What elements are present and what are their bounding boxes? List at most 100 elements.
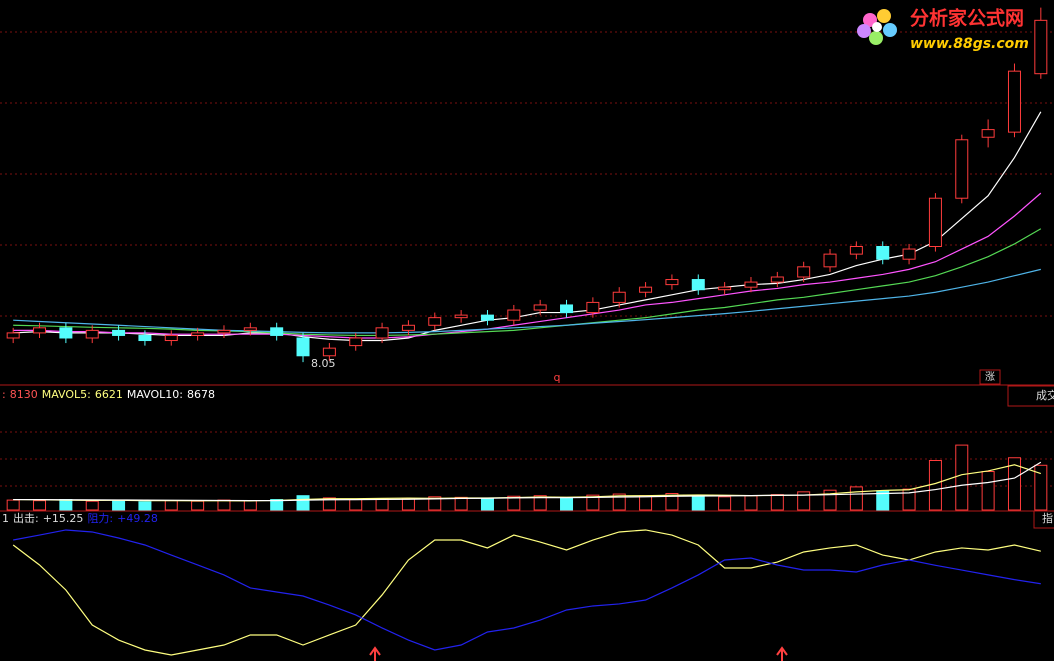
volume-bar [349, 499, 363, 511]
candle-body [375, 327, 389, 339]
candle-body [1034, 19, 1048, 75]
candle-body [138, 334, 152, 342]
candle-body [507, 309, 521, 321]
line [13, 268, 1041, 334]
candle-body [744, 281, 758, 288]
volume-bar [243, 500, 257, 511]
candle-body [770, 276, 784, 283]
volume-bar [138, 501, 152, 511]
candle-body [322, 347, 336, 357]
candle-body [849, 246, 863, 255]
legend-text: : [2, 388, 6, 401]
candle-body [665, 279, 679, 286]
volume-bar [560, 497, 574, 511]
candle-body [981, 129, 995, 138]
legend-text: MAVOL10: [127, 388, 183, 401]
candle-body [270, 327, 284, 336]
volume-bar [191, 500, 205, 511]
side-box [1007, 385, 1054, 407]
legend-text: 出击: [13, 511, 39, 525]
candle-body [85, 329, 99, 339]
volume-bar [322, 497, 336, 511]
candle-body [217, 329, 231, 334]
candle-body [112, 329, 126, 336]
candle-body [164, 334, 178, 342]
volume-bar [665, 493, 679, 511]
volume-bar [1007, 457, 1021, 511]
marker: q [554, 371, 561, 384]
volume-bar [1034, 464, 1048, 511]
legend-text: +49.28 [117, 512, 158, 525]
candle-body [928, 197, 942, 248]
candle-body [428, 317, 442, 326]
legend-text: +15.25 [43, 512, 84, 525]
candle-body [612, 291, 626, 303]
volume-bar [902, 488, 916, 511]
candle-body [955, 139, 969, 199]
volume-bar [112, 499, 126, 511]
candle-body [691, 279, 705, 291]
volume-bar [928, 460, 942, 511]
volume-bar [85, 500, 99, 511]
candle-body [454, 314, 468, 319]
low-label: 8.05 [311, 357, 336, 370]
marker: 涨 [985, 371, 995, 383]
candle-body [1007, 70, 1021, 133]
side-label: 指 [1042, 511, 1053, 525]
candle-body [560, 304, 574, 314]
candle-body [480, 314, 494, 321]
main-grid [0, 31, 1054, 487]
logo-url: www.88gs.com [910, 36, 1029, 52]
volume-bar [33, 500, 47, 511]
candle-body [876, 246, 890, 260]
signal-arrow [776, 646, 788, 661]
volume-bar [217, 499, 231, 511]
candle-body [296, 337, 310, 357]
line [13, 529, 1041, 651]
candle-body [59, 327, 73, 339]
logo-title: 分析家公式网 [910, 7, 1024, 30]
line [12, 529, 1041, 656]
legend-text: MAVOL5: [42, 388, 91, 401]
candle-body [639, 286, 653, 293]
line [13, 192, 1042, 339]
volume-bar [164, 500, 178, 511]
legend-text: 1 [2, 512, 9, 525]
line [13, 461, 1042, 502]
volume-bar [533, 495, 547, 511]
legend-text: 6621 [95, 388, 123, 401]
candle-body [902, 248, 916, 260]
volume-bar [428, 496, 442, 511]
candle-body [718, 286, 732, 291]
volume-bar [612, 493, 626, 511]
candle-body [243, 327, 257, 331]
line [13, 228, 1042, 337]
volume-bar [480, 498, 494, 511]
volume-bar [454, 496, 468, 511]
volume-bar [744, 495, 758, 511]
logo: 分析家公式网 www.88gs.com [857, 7, 1029, 52]
side-label: 成交 [1036, 388, 1054, 402]
volume-bar [401, 497, 415, 511]
volume-bar [770, 494, 784, 511]
candle-body [191, 332, 205, 336]
volume-bar [270, 499, 284, 511]
candle-body [401, 324, 415, 331]
volume-bar [797, 491, 811, 511]
candle-body [533, 304, 547, 311]
marker-box [979, 369, 1001, 385]
volume-bar [981, 471, 995, 511]
volume-bar [586, 494, 600, 511]
legend-text: 阻力: [87, 512, 113, 525]
candle-body [349, 337, 363, 347]
volume-bar [639, 495, 653, 511]
volume-bar [718, 496, 732, 511]
volume-bar [6, 499, 20, 511]
candle-body [6, 332, 20, 339]
candle-body [33, 327, 47, 334]
volume-bar [849, 486, 863, 511]
signal-arrow [369, 646, 381, 661]
line [13, 111, 1042, 342]
volume-bar [375, 498, 389, 511]
